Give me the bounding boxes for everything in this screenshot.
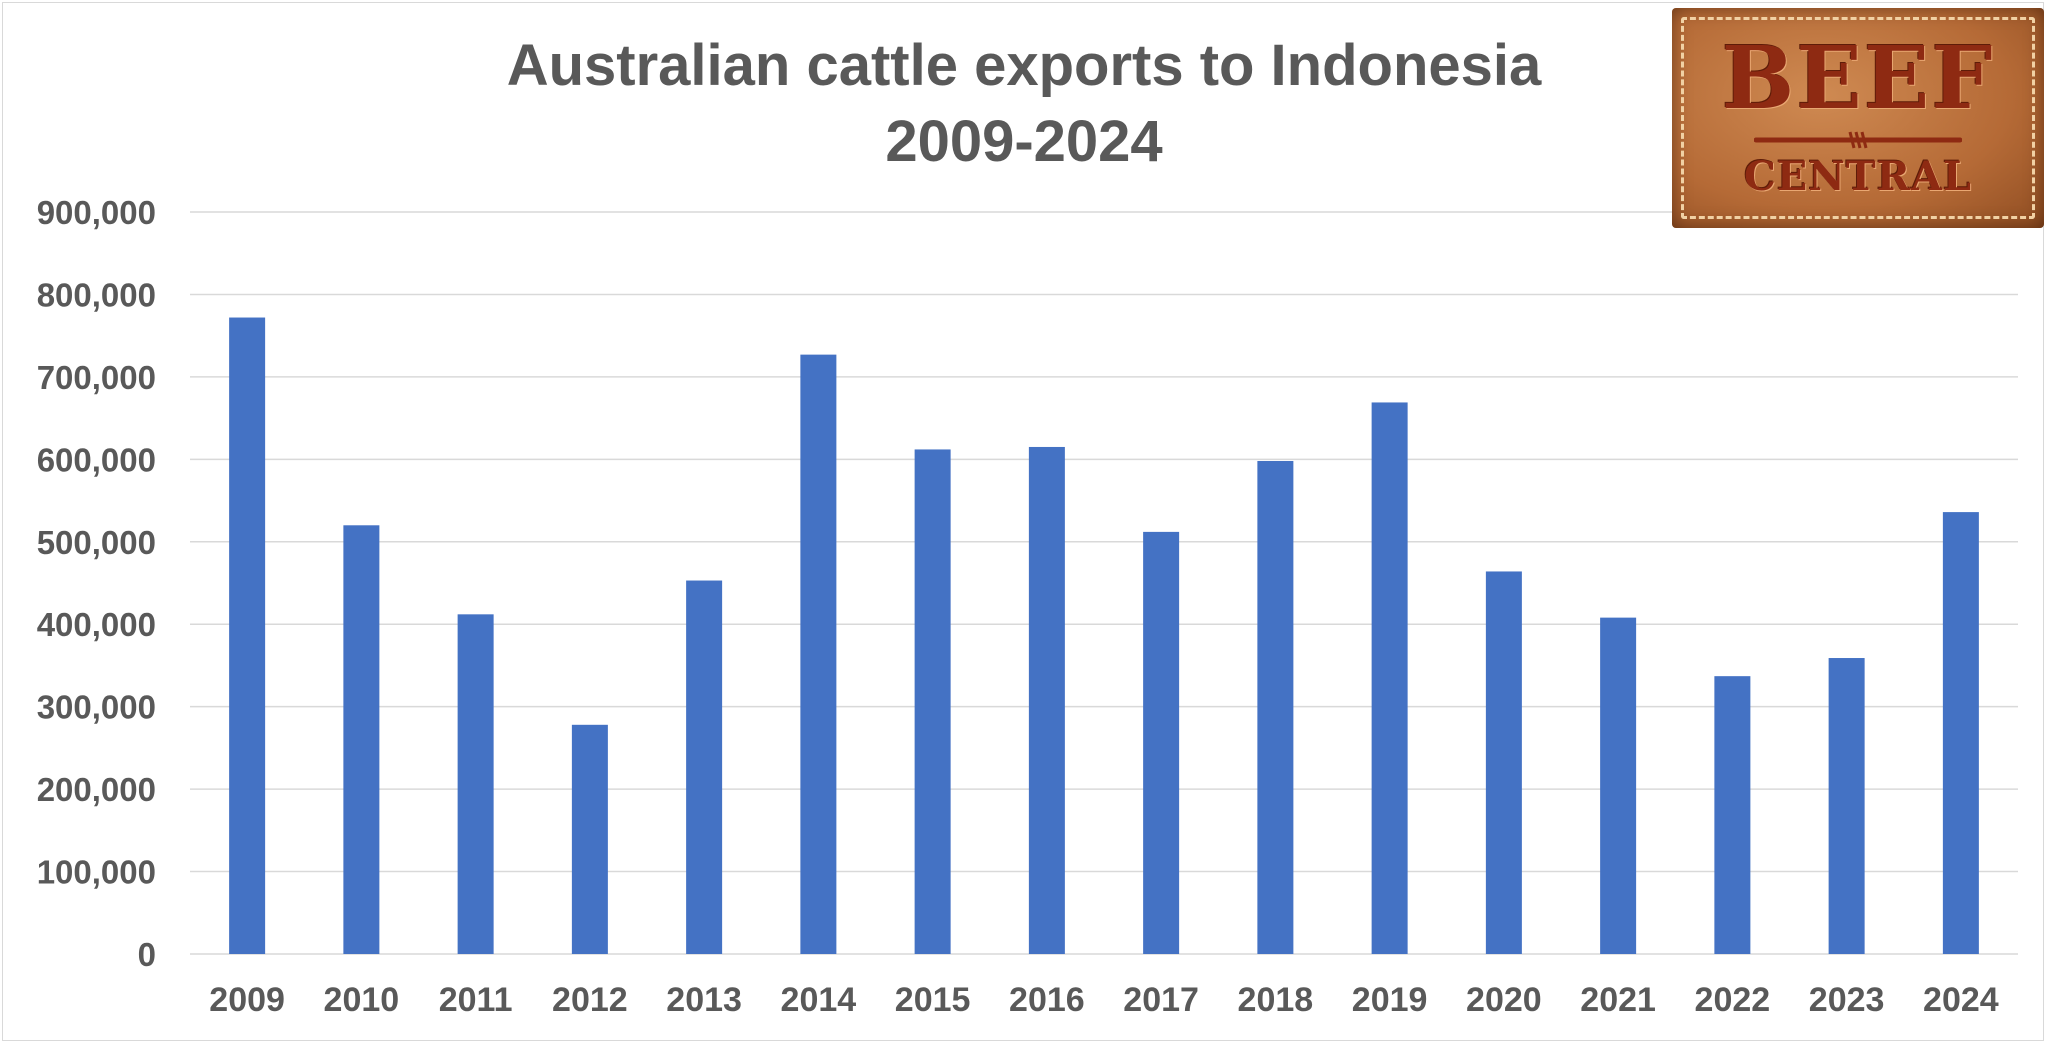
y-tick-label: 700,000 — [37, 359, 156, 396]
y-tick-label: 600,000 — [37, 441, 156, 478]
x-tick-label: 2015 — [895, 981, 971, 1019]
bar-2014 — [800, 354, 837, 954]
x-tick-label: 2020 — [1466, 981, 1542, 1019]
bar-2010 — [343, 525, 380, 954]
bar-2020 — [1485, 571, 1522, 954]
bar-2023 — [1828, 658, 1865, 954]
logo-text-beef: BEEF — [1721, 28, 1995, 129]
beef-central-logo: BEEF CENTRAL — [1672, 8, 2044, 228]
x-tick-label: 2013 — [666, 981, 742, 1019]
chart-title: Australian cattle exports to Indonesia 2… — [0, 28, 2048, 180]
bar-2015 — [914, 449, 951, 954]
barbed-wire-icon — [1754, 131, 1962, 149]
x-tick-label: 2021 — [1580, 981, 1656, 1019]
bars — [229, 317, 1979, 954]
x-tick-label: 2011 — [439, 981, 513, 1019]
chart-title-line-2: 2009-2024 — [885, 109, 1163, 174]
y-tick-label: 500,000 — [37, 524, 156, 561]
chart-title-line-1: Australian cattle exports to Indonesia — [506, 33, 1542, 98]
bar-2019 — [1371, 402, 1408, 954]
gridlines — [190, 211, 2018, 955]
bar-2018 — [1257, 460, 1294, 954]
y-tick-label: 0 — [138, 936, 156, 973]
x-tick-label: 2019 — [1352, 981, 1428, 1019]
x-tick-label: 2017 — [1123, 981, 1199, 1019]
x-tick-label: 2016 — [1009, 981, 1085, 1019]
y-tick-label: 400,000 — [37, 606, 156, 643]
x-tick-label: 2023 — [1809, 981, 1885, 1019]
x-tick-label: 2012 — [552, 981, 628, 1019]
y-tick-label: 900,000 — [37, 194, 156, 231]
bar-2012 — [571, 724, 608, 954]
x-tick-label: 2009 — [209, 981, 285, 1019]
bar-2017 — [1143, 531, 1180, 954]
x-axis-ticks: 2009 2010 2011 2012 2013 2014 2015 2016 2017 2018… — [209, 981, 1998, 1019]
y-tick-label: 800,000 — [37, 276, 156, 313]
bar-2011 — [457, 614, 494, 954]
x-tick-label: 2010 — [324, 981, 400, 1019]
logo-stitching — [1681, 17, 2035, 219]
y-tick-label: 300,000 — [37, 689, 156, 726]
bar-2016 — [1028, 446, 1065, 954]
x-tick-label: 2014 — [781, 981, 857, 1019]
y-axis-ticks: 0 100,000 200,000 300,000 400,000 500,000 600,… — [37, 194, 156, 973]
y-tick-label: 100,000 — [37, 854, 156, 891]
logo-text-central: CENTRAL — [1743, 153, 1973, 200]
bar-2022 — [1714, 676, 1751, 954]
x-tick-label: 2018 — [1238, 981, 1314, 1019]
bar-2024 — [1942, 512, 1979, 954]
x-tick-label: 2024 — [1923, 981, 1999, 1019]
bar-2009 — [229, 317, 266, 954]
bar-2013 — [686, 580, 723, 954]
bar-2021 — [1600, 617, 1637, 954]
y-tick-label: 200,000 — [37, 771, 156, 808]
x-tick-label: 2022 — [1695, 981, 1771, 1019]
